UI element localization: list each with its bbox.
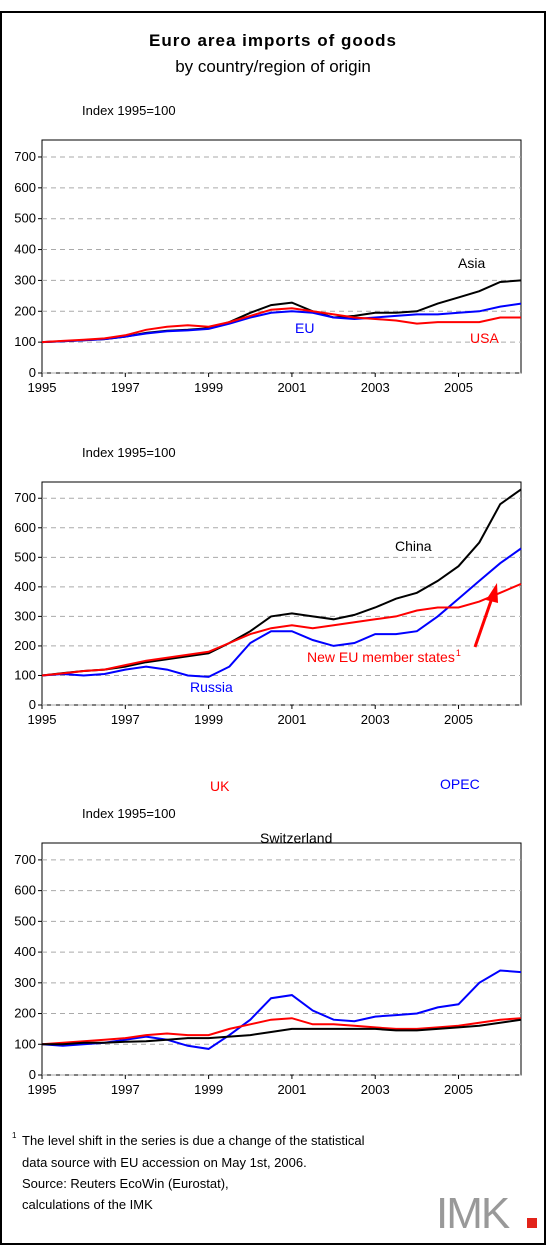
y-axis-label: Index 1995=100 [82, 445, 176, 460]
x-tick-label: 1995 [28, 380, 57, 395]
y-tick-label: 0 [29, 365, 36, 380]
y-tick-label: 400 [14, 579, 36, 594]
subtitle: by country/region of origin [175, 57, 371, 76]
y-tick-label: 700 [14, 490, 36, 505]
series-label: USA [470, 330, 499, 346]
x-tick-label: 1999 [194, 380, 223, 395]
y-tick-label: 500 [14, 913, 36, 928]
x-tick-label: 1995 [28, 1082, 57, 1097]
series-label: China [395, 538, 432, 554]
logo-mark [527, 1218, 537, 1228]
y-tick-label: 600 [14, 883, 36, 898]
y-tick-label: 500 [14, 549, 36, 564]
series-line [41, 302, 522, 344]
series-line [41, 547, 522, 678]
x-tick-label: 2003 [361, 1082, 390, 1097]
x-tick-label: 2001 [277, 380, 306, 395]
y-tick-label: 300 [14, 608, 36, 623]
y-tick-label: 300 [14, 975, 36, 990]
y-tick-label: 200 [14, 303, 36, 318]
footnote-mark: 1 [12, 1131, 17, 1140]
y-tick-label: 400 [14, 944, 36, 959]
y-tick-label: 0 [29, 697, 36, 712]
x-tick-label: 2003 [361, 380, 390, 395]
x-tick-label: 2005 [444, 712, 473, 727]
series-line [41, 1017, 522, 1046]
plot-area [41, 481, 522, 706]
y-tick-label: 600 [14, 520, 36, 535]
x-tick-label: 1999 [194, 712, 223, 727]
logo: IMK [436, 1189, 510, 1238]
y-tick-label: 100 [14, 667, 36, 682]
series-label: UK [210, 778, 230, 794]
series-label: Russia [190, 679, 233, 695]
series-line [41, 969, 522, 1050]
y-tick-label: 100 [14, 1036, 36, 1051]
series-label: EU [295, 320, 314, 336]
series-line [41, 307, 521, 344]
y-axis-label: Index 1995=100 [82, 103, 176, 118]
footnote-ref: 1 [456, 648, 461, 658]
title: Euro area imports of goods [149, 31, 397, 50]
footnote-line: calculations of the IMK [22, 1197, 153, 1212]
y-tick-label: 600 [14, 180, 36, 195]
plot-area [41, 139, 522, 374]
series-line [41, 582, 522, 677]
x-tick-label: 1995 [28, 712, 57, 727]
y-tick-label: 500 [14, 211, 36, 226]
x-tick-label: 1997 [111, 380, 140, 395]
frame [0, 11, 546, 1245]
x-tick-label: 1997 [111, 1082, 140, 1097]
arrow-head [486, 583, 498, 603]
y-tick-label: 300 [14, 272, 36, 287]
y-tick-label: 200 [14, 638, 36, 653]
x-tick-label: 1997 [111, 712, 140, 727]
series-label: New EU member states [307, 649, 455, 665]
x-tick-label: 2005 [444, 1082, 473, 1097]
plot-area [41, 842, 522, 1076]
series-line [42, 1018, 522, 1046]
x-tick-label: 2001 [277, 712, 306, 727]
y-tick-label: 700 [14, 149, 36, 164]
y-axis-label: Index 1995=100 [82, 806, 176, 821]
arrow-shaft [473, 597, 494, 648]
y-tick-label: 0 [29, 1067, 36, 1082]
series-label: Switzerland [260, 830, 332, 846]
footnote-line: data source with EU accession on May 1st… [22, 1155, 307, 1170]
y-tick-label: 700 [14, 852, 36, 867]
x-tick-label: 1999 [194, 1082, 223, 1097]
series-line [41, 488, 522, 677]
series-label: Asia [458, 255, 485, 271]
x-tick-label: 2003 [361, 712, 390, 727]
x-tick-label: 2001 [277, 1082, 306, 1097]
footnote-line: The level shift in the series is due a c… [22, 1133, 365, 1148]
footnote-line: Source: Reuters EcoWin (Eurostat), [22, 1176, 229, 1191]
y-tick-label: 200 [14, 1006, 36, 1021]
y-tick-label: 100 [14, 334, 36, 349]
y-tick-label: 400 [14, 242, 36, 257]
x-tick-label: 2005 [444, 380, 473, 395]
series-label: OPEC [440, 776, 480, 792]
